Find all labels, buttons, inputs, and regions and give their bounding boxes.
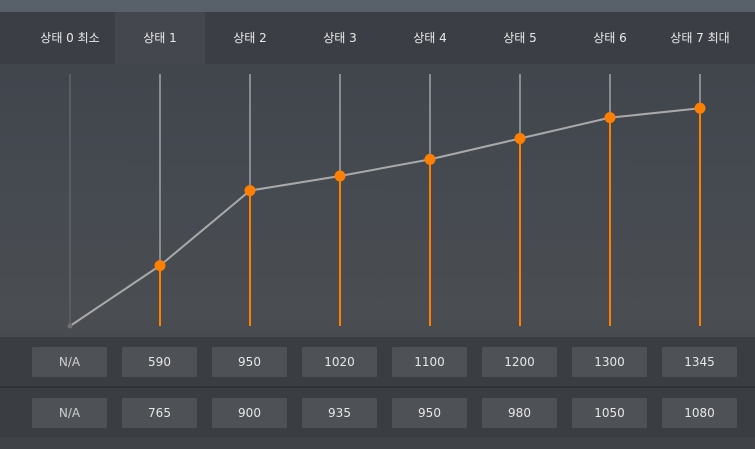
point-state-1[interactable] — [154, 260, 166, 272]
state-label-0[interactable]: 상태 0 최소 — [40, 31, 100, 45]
state-label-6[interactable]: 상태 6 — [593, 31, 627, 45]
core-value-5[interactable]: 980 — [482, 398, 557, 428]
state-label-2[interactable]: 상태 2 — [233, 31, 267, 45]
point-state-2[interactable] — [244, 185, 256, 197]
state-label-7[interactable]: 상태 7 최대 — [670, 31, 730, 45]
memory-value-1[interactable]: 590 — [122, 347, 197, 377]
memory-value-6[interactable]: 1300 — [572, 347, 647, 377]
top-strip — [0, 0, 755, 12]
memory-value-4[interactable]: 1100 — [392, 347, 467, 377]
row-divider — [0, 386, 755, 388]
core-value-0: N/A — [32, 398, 107, 428]
state-label-4[interactable]: 상태 4 — [413, 31, 447, 45]
memory-value-0: N/A — [32, 347, 107, 377]
point-state-7[interactable] — [694, 102, 706, 114]
core-value-4[interactable]: 950 — [392, 398, 467, 428]
core-value-3[interactable]: 935 — [302, 398, 377, 428]
memory-value-2[interactable]: 950 — [212, 347, 287, 377]
frequency-graph[interactable] — [0, 64, 755, 337]
state-label-5[interactable]: 상태 5 — [503, 31, 537, 45]
point-state-6[interactable] — [604, 112, 616, 124]
core-value-6[interactable]: 1050 — [572, 398, 647, 428]
frequency-curve — [69, 107, 701, 327]
core-value-7[interactable]: 1080 — [662, 398, 737, 428]
point-state-5[interactable] — [514, 133, 526, 144]
point-state-4[interactable] — [424, 153, 436, 165]
memory-value-7[interactable]: 1345 — [662, 347, 737, 377]
point-state-3[interactable] — [334, 170, 346, 182]
core-value-2[interactable]: 900 — [212, 398, 287, 428]
state-label-1[interactable]: 상태 1 — [115, 12, 205, 64]
point-state-0 — [67, 323, 73, 329]
memory-value-3[interactable]: 1020 — [302, 347, 377, 377]
state-label-3[interactable]: 상태 3 — [323, 31, 357, 45]
core-value-1[interactable]: 765 — [122, 398, 197, 428]
memory-value-5[interactable]: 1200 — [482, 347, 557, 377]
